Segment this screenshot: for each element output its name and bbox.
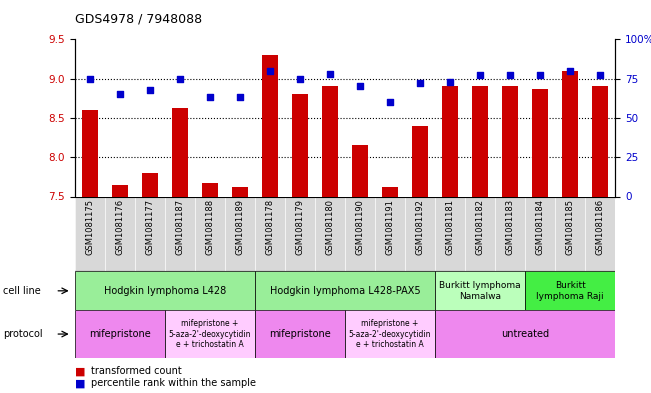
Bar bbox=[405, 196, 435, 271]
Text: ■: ■ bbox=[75, 366, 85, 376]
Bar bbox=[135, 196, 165, 271]
Bar bbox=[412, 126, 428, 196]
Point bbox=[535, 72, 546, 79]
Text: GSM1081182: GSM1081182 bbox=[476, 199, 484, 255]
Text: GSM1081185: GSM1081185 bbox=[566, 199, 575, 255]
Bar bbox=[375, 196, 405, 271]
Bar bbox=[105, 196, 135, 271]
Bar bbox=[225, 196, 255, 271]
Bar bbox=[472, 86, 488, 196]
Bar bbox=[172, 108, 188, 196]
Bar bbox=[165, 310, 255, 358]
Text: Hodgkin lymphoma L428-PAX5: Hodgkin lymphoma L428-PAX5 bbox=[270, 286, 421, 296]
Text: untreated: untreated bbox=[501, 329, 549, 339]
Text: GSM1081178: GSM1081178 bbox=[266, 199, 275, 255]
Bar bbox=[592, 86, 609, 196]
Point bbox=[385, 99, 395, 105]
Bar bbox=[262, 55, 278, 196]
Bar bbox=[81, 110, 98, 196]
Bar bbox=[435, 310, 615, 358]
Text: GSM1081186: GSM1081186 bbox=[596, 199, 605, 255]
Bar bbox=[555, 196, 585, 271]
Text: mifepristone +
5-aza-2'-deoxycytidin
e + trichostatin A: mifepristone + 5-aza-2'-deoxycytidin e +… bbox=[169, 319, 251, 349]
Text: GSM1081189: GSM1081189 bbox=[236, 199, 245, 255]
Text: ■: ■ bbox=[75, 378, 85, 388]
Text: GSM1081191: GSM1081191 bbox=[385, 199, 395, 255]
Text: mifepristone: mifepristone bbox=[269, 329, 331, 339]
Bar bbox=[532, 89, 548, 196]
Bar bbox=[525, 271, 615, 310]
Bar bbox=[495, 196, 525, 271]
Bar bbox=[381, 187, 398, 196]
Text: mifepristone +
5-aza-2'-deoxycytidin
e + trichostatin A: mifepristone + 5-aza-2'-deoxycytidin e +… bbox=[349, 319, 432, 349]
Point bbox=[265, 68, 275, 74]
Text: GDS4978 / 7948088: GDS4978 / 7948088 bbox=[75, 13, 202, 26]
Text: GSM1081176: GSM1081176 bbox=[115, 199, 124, 255]
Text: GSM1081192: GSM1081192 bbox=[415, 199, 424, 255]
Point bbox=[85, 75, 95, 82]
Bar bbox=[525, 196, 555, 271]
Text: Burkitt lymphoma
Namalwa: Burkitt lymphoma Namalwa bbox=[439, 281, 521, 301]
Bar bbox=[75, 196, 105, 271]
Point bbox=[595, 72, 605, 79]
Bar bbox=[255, 196, 285, 271]
Point bbox=[325, 71, 335, 77]
Point bbox=[445, 79, 455, 85]
Bar bbox=[285, 196, 315, 271]
Text: percentile rank within the sample: percentile rank within the sample bbox=[91, 378, 256, 388]
Bar bbox=[232, 187, 248, 196]
Point bbox=[295, 75, 305, 82]
Bar bbox=[322, 86, 339, 196]
Bar bbox=[292, 94, 309, 196]
Point bbox=[115, 91, 125, 97]
Bar bbox=[75, 310, 165, 358]
Bar bbox=[502, 86, 518, 196]
Text: cell line: cell line bbox=[3, 286, 41, 296]
Text: Hodgkin lymphoma L428: Hodgkin lymphoma L428 bbox=[104, 286, 226, 296]
Text: protocol: protocol bbox=[3, 329, 43, 339]
Text: GSM1081184: GSM1081184 bbox=[536, 199, 545, 255]
Text: GSM1081180: GSM1081180 bbox=[326, 199, 335, 255]
Text: GSM1081183: GSM1081183 bbox=[506, 199, 515, 255]
Point bbox=[204, 94, 215, 101]
Bar bbox=[442, 86, 458, 196]
Text: GSM1081177: GSM1081177 bbox=[145, 199, 154, 255]
Bar bbox=[255, 310, 345, 358]
Text: GSM1081187: GSM1081187 bbox=[175, 199, 184, 255]
Bar bbox=[75, 271, 255, 310]
Bar bbox=[111, 185, 128, 196]
Text: GSM1081181: GSM1081181 bbox=[445, 199, 454, 255]
Bar bbox=[435, 271, 525, 310]
Bar bbox=[345, 310, 435, 358]
Text: mifepristone: mifepristone bbox=[89, 329, 151, 339]
Bar bbox=[585, 196, 615, 271]
Point bbox=[505, 72, 516, 79]
Bar bbox=[195, 196, 225, 271]
Point bbox=[145, 86, 155, 93]
Point bbox=[475, 72, 485, 79]
Bar bbox=[255, 271, 435, 310]
Bar bbox=[345, 196, 375, 271]
Text: GSM1081179: GSM1081179 bbox=[296, 199, 305, 255]
Text: GSM1081188: GSM1081188 bbox=[206, 199, 214, 255]
Point bbox=[415, 80, 425, 86]
Bar bbox=[142, 173, 158, 196]
Point bbox=[355, 83, 365, 90]
Bar bbox=[352, 145, 368, 196]
Text: GSM1081190: GSM1081190 bbox=[355, 199, 365, 255]
Bar bbox=[202, 183, 218, 196]
Point bbox=[174, 75, 185, 82]
Text: transformed count: transformed count bbox=[91, 366, 182, 376]
Bar bbox=[435, 196, 465, 271]
Bar bbox=[315, 196, 345, 271]
Text: GSM1081175: GSM1081175 bbox=[85, 199, 94, 255]
Point bbox=[235, 94, 245, 101]
Text: Burkitt
lymphoma Raji: Burkitt lymphoma Raji bbox=[536, 281, 604, 301]
Bar bbox=[465, 196, 495, 271]
Bar bbox=[562, 71, 579, 196]
Point bbox=[565, 68, 575, 74]
Bar bbox=[165, 196, 195, 271]
